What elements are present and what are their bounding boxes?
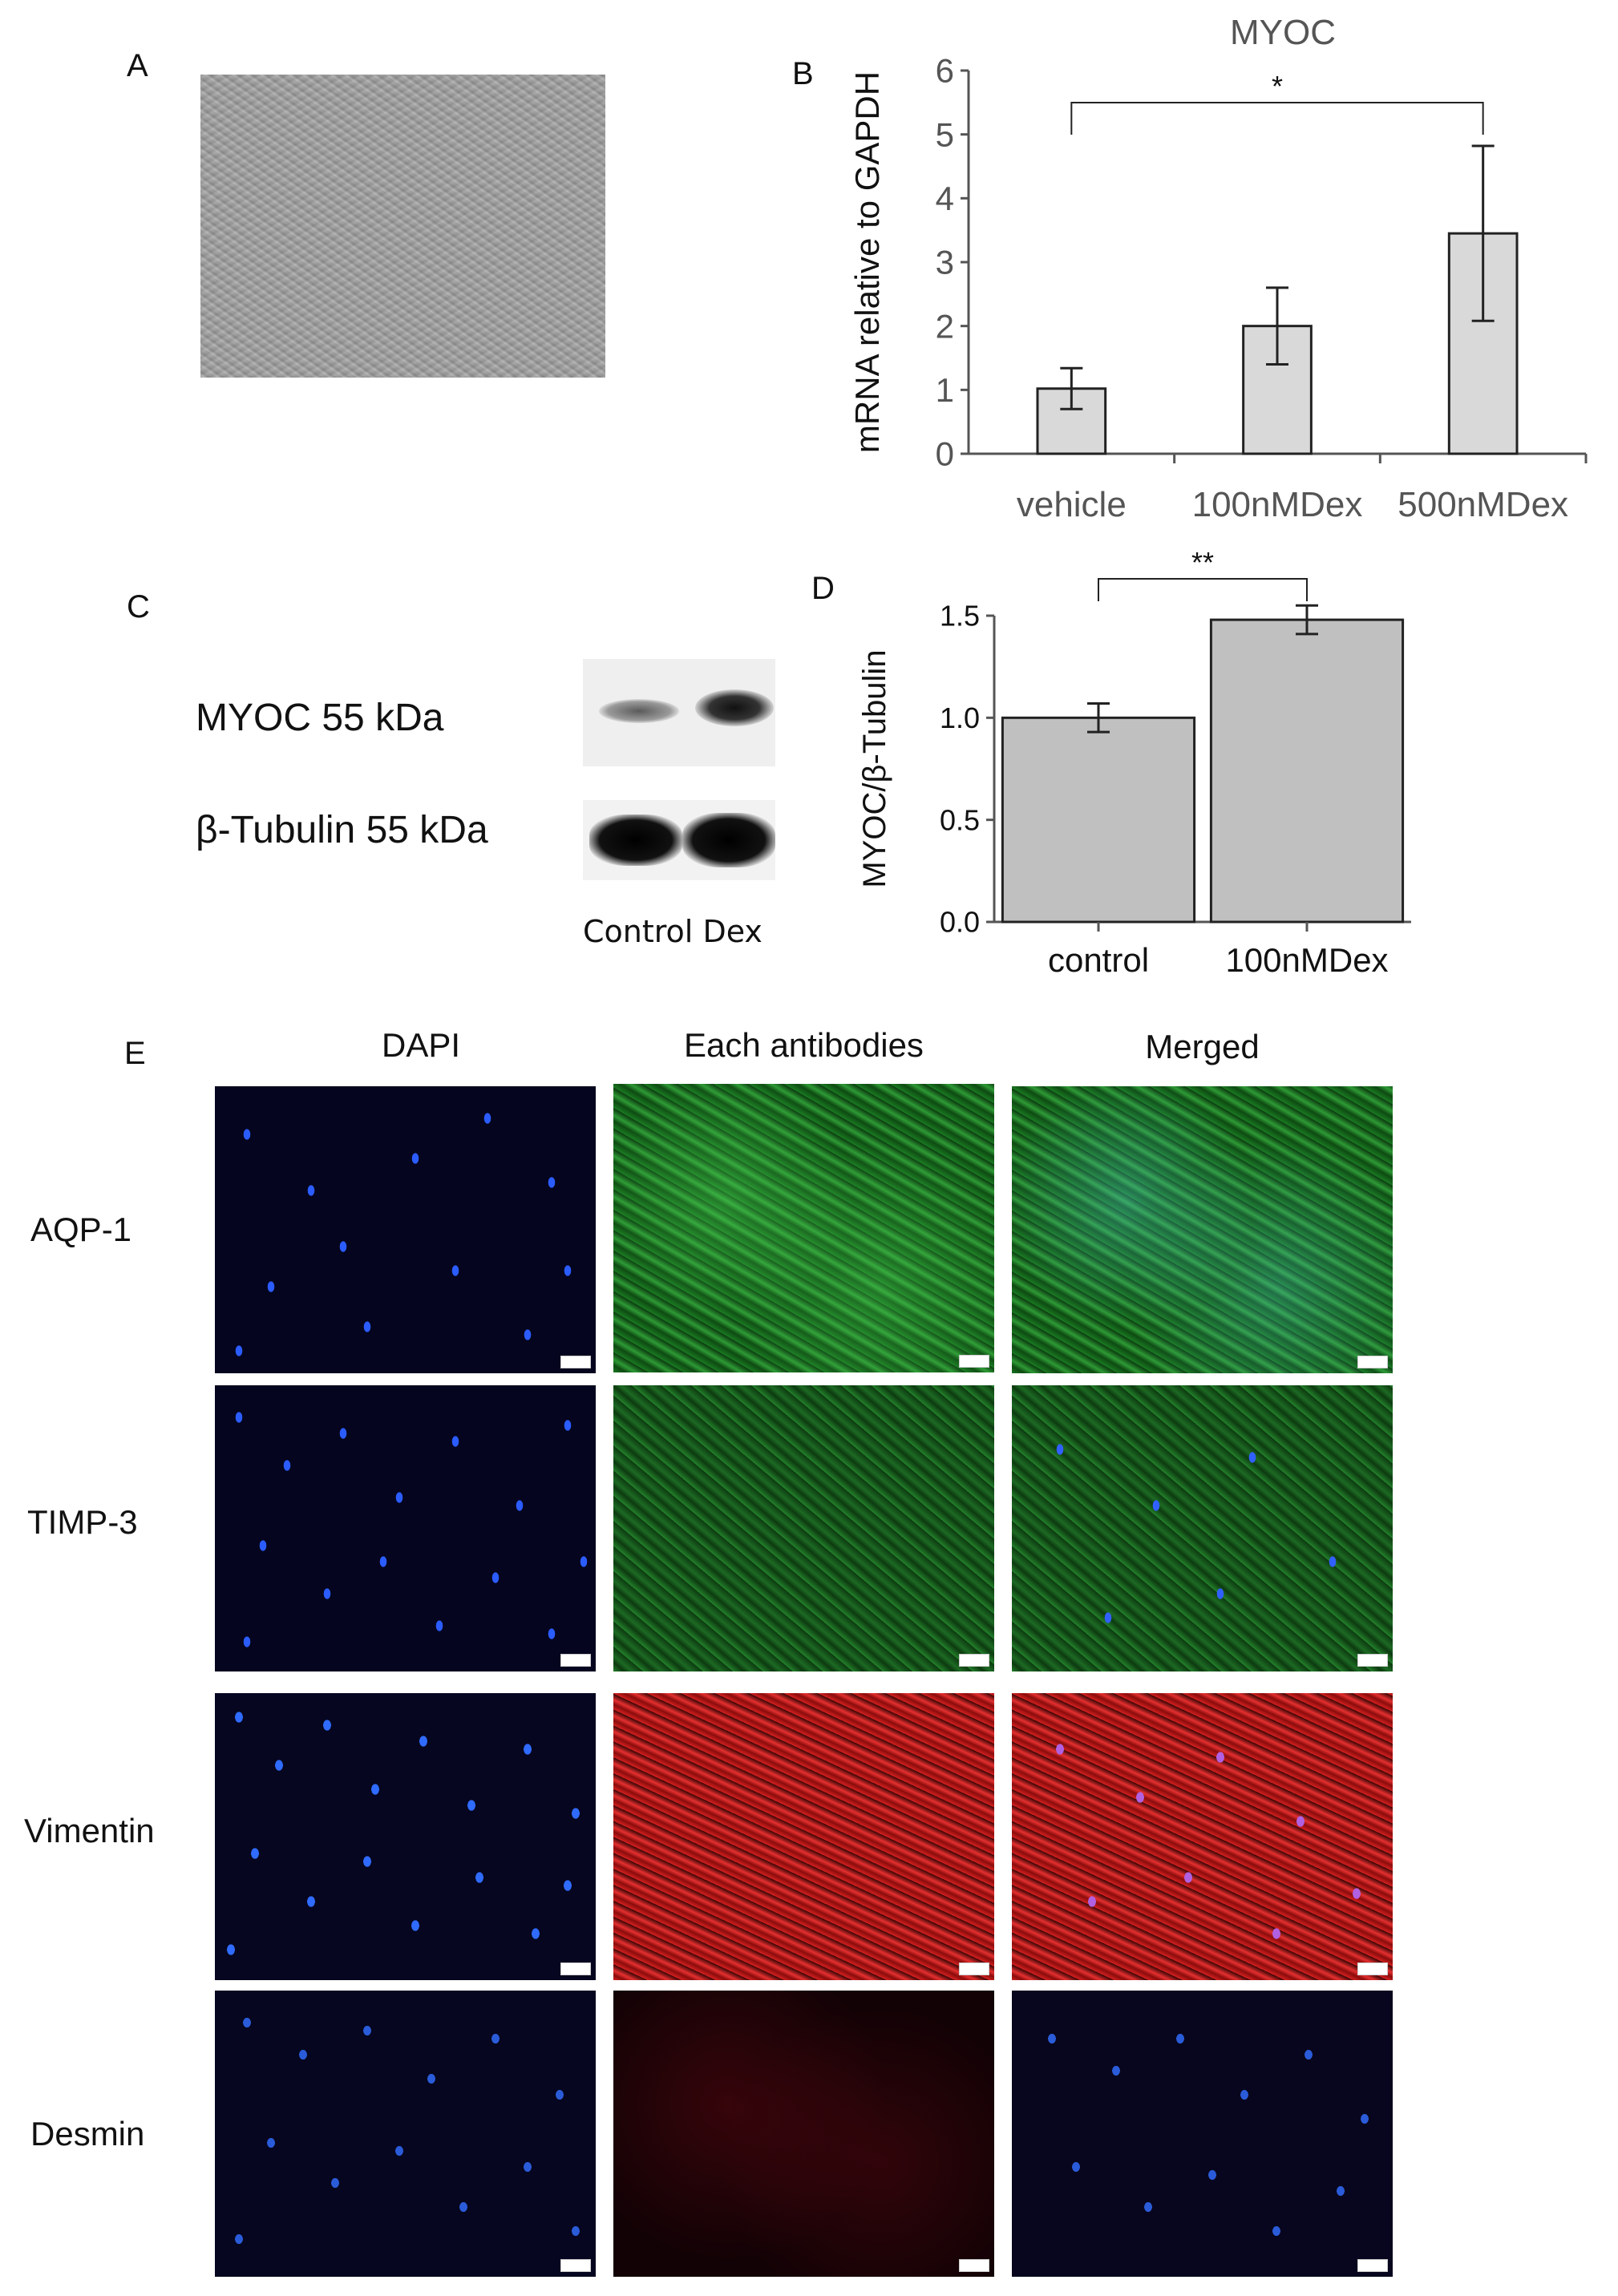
- chart-d: MYOC/β-Tubulin 0.0 0.5 1.0 1.5 control 100nMDe…: [857, 546, 1411, 979]
- chart-title: MYOC: [1230, 13, 1336, 52]
- scale-bar: [560, 1963, 591, 1975]
- blot-myoc-band: [583, 659, 775, 766]
- scale-bar: [1357, 1963, 1388, 1975]
- y-axis-label: MYOC/β-Tubulin: [857, 649, 892, 887]
- row-label-vimentin: Vimentin: [24, 1812, 155, 1849]
- column-header-merged: Merged: [1145, 1028, 1260, 1065]
- bar-100nMDex: [1209, 618, 1405, 924]
- chart-b: MYOC mRNA relative to GAPDH 0 1 2 3 4 5 6 vehicle…: [848, 13, 1588, 524]
- scale-bar: [959, 2259, 989, 2272]
- micro-timp3-dapi: [215, 1385, 596, 1671]
- panel-letter-b: B: [792, 56, 814, 91]
- significance-bracket: [1098, 578, 1308, 601]
- x-tick-label: control: [1048, 941, 1149, 979]
- y-tick-label: 0.0: [940, 906, 980, 939]
- y-tick-label: 6: [936, 52, 954, 90]
- x-tick-label: 100nMDex: [1192, 485, 1363, 524]
- y-tick-label: 0: [936, 435, 954, 473]
- row-label-aqp1: AQP-1: [30, 1211, 132, 1248]
- y-tick-label: 1.5: [940, 600, 980, 633]
- scale-bar: [959, 1654, 989, 1667]
- y-tick-label: 3: [936, 244, 954, 281]
- micro-vimentin-merged: [1012, 1693, 1393, 1980]
- blot-lane-labels: Control Dex: [583, 914, 762, 949]
- scale-bar: [560, 1654, 591, 1667]
- row-label-timp3: TIMP-3: [27, 1503, 138, 1541]
- scale-bar: [560, 1356, 591, 1368]
- significance-label: **: [1191, 546, 1214, 579]
- y-tick-label: 0.5: [940, 803, 980, 836]
- micro-aqp1-antibody: [613, 1084, 994, 1372]
- y-tick-label: 1.0: [940, 701, 980, 734]
- column-header-antibodies: Each antibodies: [684, 1026, 924, 1064]
- panel-letter-c: C: [127, 589, 150, 625]
- scale-bar: [560, 2259, 591, 2272]
- blot-label-tubulin: β-Tubulin 55 kDa: [196, 809, 488, 851]
- micro-aqp1-merged: [1012, 1086, 1393, 1373]
- micro-desmin-merged: [1012, 1991, 1393, 2277]
- micro-vimentin-antibody: [613, 1693, 994, 1980]
- row-label-desmin: Desmin: [30, 2115, 145, 2152]
- micro-timp3-antibody: [613, 1385, 994, 1671]
- scale-bar: [959, 1355, 989, 1368]
- blot-tubulin-band: [583, 800, 775, 880]
- panel-letter-a: A: [127, 48, 148, 83]
- panel-letter-e: E: [124, 1036, 146, 1071]
- scale-bar: [959, 1963, 989, 1975]
- y-tick-label: 1: [936, 371, 954, 409]
- blot-label-myoc: MYOC 55 kDa: [196, 697, 444, 739]
- x-tick-label: 100nMDex: [1225, 941, 1388, 979]
- micro-desmin-antibody: [613, 1991, 994, 2277]
- bar-control: [1001, 716, 1196, 924]
- y-tick-label: 2: [936, 307, 954, 345]
- phase-contrast-image: [200, 75, 605, 378]
- scale-bar: [1357, 2259, 1388, 2272]
- significance-label: *: [1272, 70, 1283, 103]
- scale-bar: [1357, 1356, 1388, 1368]
- y-tick-label: 5: [936, 115, 954, 153]
- x-tick-label: 500nMDex: [1398, 485, 1568, 524]
- scale-bar: [1357, 1654, 1388, 1667]
- column-header-dapi: DAPI: [382, 1026, 461, 1064]
- x-tick-label: vehicle: [1017, 485, 1127, 524]
- y-axis-label: mRNA relative to GAPDH: [848, 71, 886, 453]
- micro-aqp1-dapi: [215, 1086, 596, 1373]
- micro-timp3-merged: [1012, 1385, 1393, 1671]
- micro-desmin-dapi: [215, 1991, 596, 2277]
- y-tick-label: 4: [936, 180, 954, 217]
- panel-letter-d: D: [811, 571, 835, 606]
- micro-vimentin-dapi: [215, 1693, 596, 1980]
- significance-bracket: [1070, 102, 1484, 135]
